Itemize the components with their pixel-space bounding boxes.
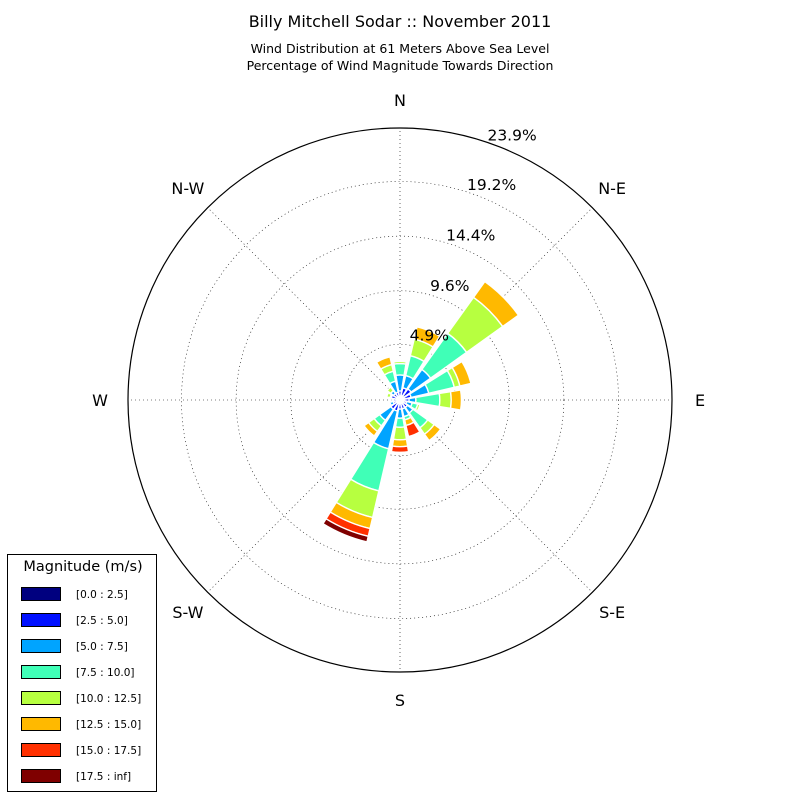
chart-title: Billy Mitchell Sodar :: November 2011: [248, 12, 552, 31]
wind-bar-segment: [394, 417, 406, 429]
legend-label: [5.0 : 7.5]: [76, 641, 128, 653]
direction-label: N-E: [598, 179, 626, 198]
direction-label: S: [395, 691, 405, 710]
legend-swatch: [21, 587, 61, 601]
wind-bar-segment: [375, 355, 393, 371]
outer-circle: [127, 127, 673, 673]
direction-label: S-W: [172, 603, 203, 622]
wind-bar-segment: [413, 326, 441, 348]
grid-ring: [235, 235, 565, 565]
wind-bar-segment: [391, 438, 409, 448]
wind-bar-segment: [472, 280, 520, 328]
legend-swatch: [21, 743, 61, 757]
legend-item: [2.5 : 5.0]: [21, 613, 151, 629]
legend-swatch: [21, 691, 61, 705]
legend-label: [12.5 : 15.0]: [76, 719, 142, 731]
grid-ring: [181, 181, 619, 619]
chart-labels: 4.9% 9.6% 14.4% 19.2% 23.9% N N-E E S-E S S-W W N-W: [92, 91, 705, 710]
chart-subtitle-line-2: Percentage of Wind Magnitude Towards Dir…: [246, 58, 554, 73]
legend-item: [17.5 : inf]: [21, 769, 151, 785]
legend-label: [2.5 : 5.0]: [76, 615, 128, 627]
wind-bar-segment: [393, 362, 407, 377]
radial-tick-label: 19.2%: [467, 176, 516, 194]
wind-bar-segment: [392, 426, 408, 441]
direction-label: S-E: [599, 603, 625, 622]
legend-swatch: [21, 613, 61, 627]
wind-bar-segment: [390, 445, 410, 454]
grid-ring: [290, 290, 510, 510]
wind-bar-segment: [428, 428, 443, 443]
direction-label: N: [394, 91, 406, 110]
radial-tick-label: 4.9%: [410, 326, 449, 344]
wind-bar-segment: [405, 421, 421, 438]
magnitude-legend: Magnitude (m/s) [0.0 : 2.5] [2.5 : 5.0] …: [7, 554, 157, 792]
radial-tick-label: 14.4%: [446, 227, 495, 245]
legend-label: [10.0 : 12.5]: [76, 693, 142, 705]
wind-bar-segment: [385, 391, 393, 399]
wind-bar-segment: [414, 403, 421, 412]
wind-bar-segment: [322, 517, 370, 543]
direction-label: N-W: [171, 179, 204, 198]
wind-bar-segment: [451, 360, 472, 387]
grid-spoke: [207, 399, 401, 593]
legend-label: [0.0 : 2.5]: [76, 589, 128, 601]
legend-title: Magnitude (m/s): [23, 559, 143, 575]
legend-item: [0.0 : 2.5]: [21, 587, 151, 603]
legend-item: [10.0 : 12.5]: [21, 691, 151, 707]
legend-item: [12.5 : 15.0]: [21, 717, 151, 733]
legend-item: [5.0 : 7.5]: [21, 639, 151, 655]
radial-tick-label: 9.6%: [430, 277, 469, 295]
legend-swatch: [21, 665, 61, 679]
legend-item: [15.0 : 17.5]: [21, 743, 151, 759]
grid-spoke: [399, 399, 593, 593]
legend-label: [15.0 : 17.5]: [76, 745, 142, 757]
wind-bar-segment: [392, 358, 408, 362]
grid-spoke: [207, 207, 401, 401]
legend-label: [17.5 : inf]: [76, 771, 132, 783]
wind-bar-segment: [438, 390, 452, 410]
wind-bar-segment: [362, 424, 376, 438]
legend-label: [7.5 : 10.0]: [76, 667, 135, 679]
radial-tick-label: 23.9%: [487, 127, 536, 145]
wind-rose-bars: [322, 280, 520, 543]
wind-bar-segment: [386, 386, 395, 395]
legend-swatch: [21, 717, 61, 731]
legend-swatch: [21, 769, 61, 783]
wind-bar-segment: [449, 389, 463, 411]
wind-bar-segment: [389, 400, 396, 407]
chart-subtitle-line-1: Wind Distribution at 61 Meters Above Sea…: [250, 41, 550, 56]
direction-label: W: [92, 391, 108, 410]
legend-item: [7.5 : 10.0]: [21, 665, 151, 681]
legend-swatch: [21, 639, 61, 653]
direction-label: E: [695, 391, 705, 410]
